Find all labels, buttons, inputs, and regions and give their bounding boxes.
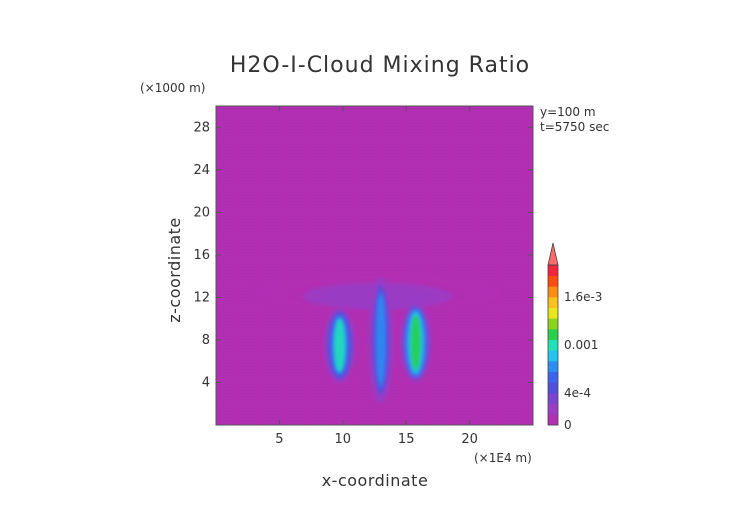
- cloud-contour: [334, 318, 345, 372]
- colorbar-bin: [548, 339, 558, 351]
- colorbar: 0 4e-4 0.001 1.6e-3: [547, 242, 602, 432]
- colorbar-bin: [548, 297, 558, 308]
- colorbar-bin: [548, 318, 558, 330]
- y-tick-label: 8: [202, 333, 210, 348]
- y-tick-label: 16: [193, 248, 210, 263]
- y-axis-ticks: 4 8 12 16 20 24 28: [193, 120, 533, 390]
- colorbar-tick-label: 4e-4: [564, 386, 591, 400]
- colorbar-tick-label: 0: [564, 418, 572, 432]
- cloud-field: [254, 272, 502, 404]
- x-tick-label: 15: [398, 432, 415, 447]
- colorbar-bin: [548, 393, 558, 404]
- colorbar-frame: [547, 264, 559, 426]
- colorbar-bin: [548, 350, 558, 362]
- cloud-contour: [376, 294, 386, 386]
- colorbar-bin: [548, 371, 558, 383]
- y-tick-label: 12: [193, 290, 210, 305]
- x-tick-label: 5: [275, 432, 283, 447]
- x-axis-label: x-coordinate: [322, 471, 429, 490]
- cloud-central-column: [368, 276, 394, 404]
- y-axis-label: z-coordinate: [165, 217, 184, 323]
- cloud-left-updraft: [323, 308, 356, 383]
- y-tick-label: 4: [202, 375, 210, 390]
- chart-title: H2O-I-Cloud Mixing Ratio: [230, 53, 530, 78]
- x-axis-ticks: 5 10 15 20: [275, 106, 478, 447]
- colorbar-bin: [548, 361, 558, 372]
- cloud-contour: [410, 314, 421, 371]
- y-tick-label: 20: [193, 205, 210, 220]
- colorbar-bin: [548, 403, 558, 415]
- colorbar-tick-label: 0.001: [564, 338, 598, 352]
- x-tick-label: 10: [335, 432, 352, 447]
- colorbar-bin: [548, 382, 558, 394]
- y-tick-label: 28: [193, 120, 210, 135]
- cloud-right-updraft: [399, 302, 432, 383]
- x-tick-label: 20: [461, 432, 478, 447]
- colorbar-tick-label: 1.6e-3: [564, 290, 602, 304]
- colorbar-bin: [548, 275, 558, 287]
- colorbar-extend-arrow: [547, 242, 559, 266]
- plot-frame: [215, 105, 534, 426]
- annotation-time: t=5750 sec: [540, 120, 609, 134]
- y-tick-label: 24: [193, 163, 210, 178]
- colorbar-bin: [548, 329, 558, 340]
- colorbar-bin: [548, 307, 558, 319]
- colorbar-bin: [548, 286, 558, 298]
- plot-area: [215, 105, 534, 426]
- annotation-y: y=100 m: [540, 105, 596, 119]
- x-unit-label: (×1E4 m): [474, 451, 532, 465]
- colorbar-bin: [548, 265, 558, 276]
- colorbar-bin: [548, 414, 558, 426]
- y-unit-label: (×1000 m): [140, 81, 205, 95]
